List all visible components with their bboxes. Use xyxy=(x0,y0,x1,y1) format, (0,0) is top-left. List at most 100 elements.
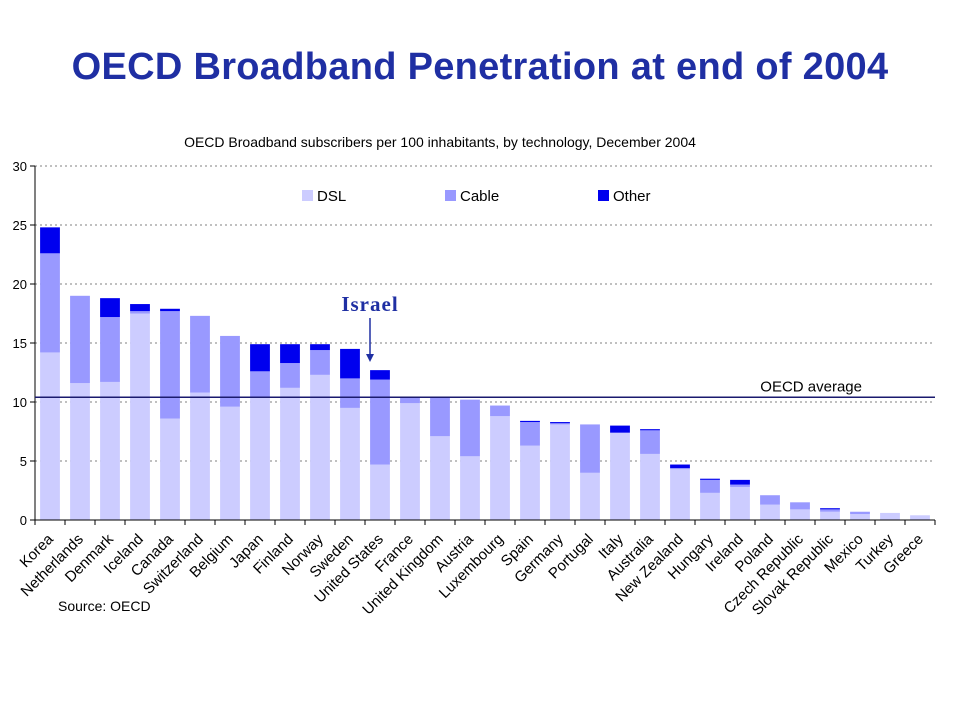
y-axis-ticks: 0 5 10 15 20 25 30 xyxy=(13,159,35,528)
bar-dsl-belgium xyxy=(220,406,240,520)
bar-cable-switzerland xyxy=(190,315,210,393)
bar-dsl-germany xyxy=(550,424,570,520)
bar-dsl-finland xyxy=(280,387,300,520)
legend: DSL Cable Other xyxy=(302,188,651,205)
bar-cable-norway xyxy=(310,350,330,375)
bar-dsl-poland xyxy=(760,504,780,520)
bar-cable-portugal xyxy=(580,424,600,473)
bar-cable-france xyxy=(400,397,420,404)
bar-dsl-greece xyxy=(910,515,930,520)
oecd-average: OECD average xyxy=(35,378,935,399)
y-tick-label: 0 xyxy=(20,513,27,528)
bar-cable-poland xyxy=(760,495,780,505)
bar-cable-finland xyxy=(280,363,300,388)
bar-dsl-mexico xyxy=(850,514,870,520)
bar-cable-netherlands xyxy=(70,295,90,384)
bar-dsl-france xyxy=(400,403,420,520)
bar-cable-korea xyxy=(40,253,60,353)
bar-dsl-japan xyxy=(250,397,270,520)
israel-annotation: Israel xyxy=(341,292,398,362)
bar-cable-japan xyxy=(250,371,270,398)
axes xyxy=(34,166,936,525)
y-tick-label: 5 xyxy=(20,454,27,469)
bar-dsl-norway xyxy=(310,374,330,520)
bar-other-italy xyxy=(610,425,630,433)
bar-cable-australia xyxy=(640,430,660,454)
bar-dsl-netherlands xyxy=(70,383,90,520)
legend-label-dsl: DSL xyxy=(317,188,346,205)
bar-dsl-luxembourg xyxy=(490,416,510,520)
bar-series xyxy=(40,227,930,520)
israel-arrow-head xyxy=(366,354,374,362)
bar-other-hungary xyxy=(700,478,720,480)
bar-dsl-new-zealand xyxy=(670,469,690,520)
y-tick-label: 20 xyxy=(13,277,27,292)
bar-dsl-sweden xyxy=(340,407,360,520)
bar-dsl-ireland xyxy=(730,486,750,520)
bar-dsl-italy xyxy=(610,432,630,520)
slide-title: OECD Broadband Penetration at end of 200… xyxy=(71,46,889,88)
bar-cable-hungary xyxy=(700,479,720,493)
bar-cable-germany xyxy=(550,423,570,425)
bar-cable-new-zealand xyxy=(670,468,690,470)
legend-label-other: Other xyxy=(613,188,651,205)
bar-cable-iceland xyxy=(130,311,150,314)
bar-other-finland xyxy=(280,344,300,364)
bar-other-ireland xyxy=(730,479,750,485)
bar-dsl-united-states xyxy=(370,464,390,520)
bar-other-new-zealand xyxy=(670,464,690,469)
bar-cable-mexico xyxy=(850,511,870,515)
bar-other-germany xyxy=(550,422,570,424)
bar-cable-slovak-republic xyxy=(820,509,840,512)
bar-dsl-turkey xyxy=(880,512,900,520)
bar-dsl-spain xyxy=(520,445,540,520)
israel-label: Israel xyxy=(341,292,398,316)
bar-cable-canada xyxy=(160,311,180,419)
bar-cable-ireland xyxy=(730,484,750,487)
chart-title: OECD Broadband subscribers per 100 inhab… xyxy=(184,134,696,150)
bar-dsl-iceland xyxy=(130,313,150,520)
bar-cable-czech-republic xyxy=(790,502,810,510)
oecd-average-label: OECD average xyxy=(760,378,862,395)
bar-dsl-portugal xyxy=(580,472,600,520)
bar-dsl-czech-republic xyxy=(790,509,810,520)
bar-dsl-korea xyxy=(40,352,60,520)
bar-other-canada xyxy=(160,308,180,312)
source-note: Source: OECD xyxy=(58,598,151,614)
y-tick-label: 30 xyxy=(13,159,27,174)
legend-swatch-dsl xyxy=(302,190,313,201)
bar-cable-denmark xyxy=(100,317,120,382)
bar-other-australia xyxy=(640,429,660,431)
bar-other-spain xyxy=(520,420,540,423)
bar-dsl-hungary xyxy=(700,492,720,520)
legend-swatch-other xyxy=(598,190,609,201)
y-tick-label: 10 xyxy=(13,395,27,410)
bar-other-korea xyxy=(40,227,60,254)
bar-dsl-switzerland xyxy=(190,392,210,520)
bar-cable-united-states xyxy=(370,379,390,465)
bar-dsl-slovak-republic xyxy=(820,511,840,520)
legend-label-cable: Cable xyxy=(460,188,499,205)
bar-cable-belgium xyxy=(220,335,240,407)
y-tick-label: 15 xyxy=(13,336,27,351)
bar-dsl-denmark xyxy=(100,381,120,520)
bar-dsl-australia xyxy=(640,453,660,520)
bar-other-iceland xyxy=(130,304,150,312)
bar-other-denmark xyxy=(100,298,120,318)
y-tick-label: 25 xyxy=(13,218,27,233)
bar-dsl-canada xyxy=(160,418,180,520)
bar-cable-united-kingdom xyxy=(430,397,450,437)
bar-other-norway xyxy=(310,344,330,351)
bar-cable-austria xyxy=(460,399,480,457)
x-axis-labels: KoreaNetherlandsDenmarkIcelandCanadaSwit… xyxy=(17,530,927,619)
gridlines xyxy=(35,165,935,462)
legend-swatch-cable xyxy=(445,190,456,201)
bar-other-slovak-republic xyxy=(820,508,840,510)
bar-other-sweden xyxy=(340,348,360,379)
bar-cable-luxembourg xyxy=(490,405,510,417)
bar-cable-spain xyxy=(520,422,540,446)
bar-dsl-austria xyxy=(460,456,480,520)
bar-other-japan xyxy=(250,344,270,372)
bar-other-united-states xyxy=(370,370,390,380)
